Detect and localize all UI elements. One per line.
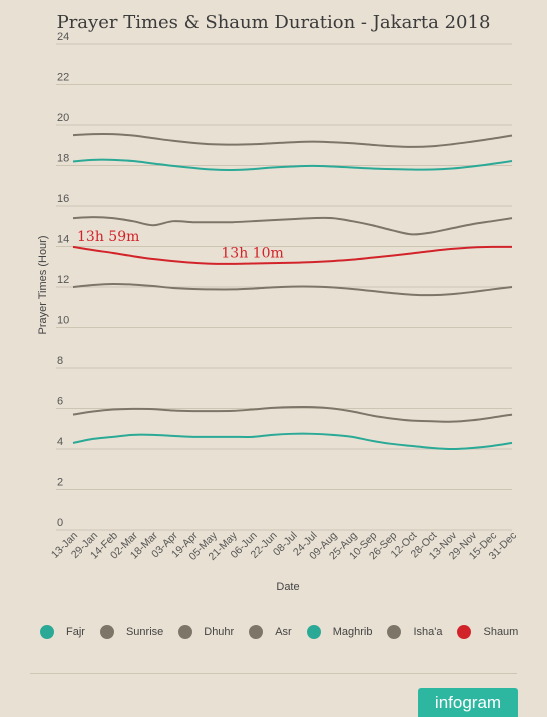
y-tick-label: 6 <box>57 396 63 408</box>
chart-title: Prayer Times & Shaum Duration - Jakarta … <box>56 12 491 33</box>
legend-swatch <box>178 625 193 639</box>
series-line-shaum <box>72 245 513 265</box>
y-tick-label: 10 <box>57 315 69 327</box>
legend-swatch <box>40 625 54 639</box>
legend-swatch <box>249 625 264 639</box>
annotations: 13h 59m 13h 10m <box>77 229 284 262</box>
legend-label: Isha'a <box>413 626 443 638</box>
annotation-label: 13h 59m <box>77 229 139 245</box>
legend-item[interactable]: Maghrib <box>306 625 373 639</box>
y-tick-label: 4 <box>57 436 63 448</box>
y-tick-label: 2 <box>57 477 63 489</box>
legend-item[interactable]: Asr <box>249 625 292 639</box>
y-tick-label: 8 <box>57 355 63 367</box>
series-line-fajr <box>72 432 513 451</box>
legend-label: Asr <box>275 626 292 638</box>
legend-swatch <box>99 625 114 639</box>
x-axis-label: Date <box>276 581 299 593</box>
y-tick-label: 18 <box>57 153 69 165</box>
y-tick-label: 24 <box>57 31 69 43</box>
annotation-label: 13h 10m <box>221 246 283 262</box>
y-tick-label: 12 <box>57 274 69 286</box>
y-tick-label: 16 <box>57 193 69 205</box>
legend-label: Maghrib <box>332 626 373 638</box>
series-lines <box>72 132 513 451</box>
series-line-asr <box>72 216 513 236</box>
chart-legend: Fajr Sunrise Dhuhr Asr Maghrib Isha'a Shaum <box>40 622 540 642</box>
x-axis-tick-labels: 13-Jan29-Jan14-Feb02-Mar18-Mar03-Apr19-A… <box>49 529 519 563</box>
legend-label: Fajr <box>66 626 85 638</box>
series-line-ishaa <box>72 132 513 148</box>
legend-item[interactable]: Dhuhr <box>178 625 234 639</box>
y-tick-label: 14 <box>57 234 69 246</box>
legend-item[interactable]: Sunrise <box>99 625 164 639</box>
legend-item[interactable]: Isha'a <box>387 625 442 639</box>
legend-item[interactable]: Shaum <box>457 625 518 639</box>
infogram-logo[interactable]: infogram <box>418 688 518 717</box>
legend-swatch <box>387 625 402 639</box>
footer-divider <box>30 673 517 674</box>
y-tick-label: 22 <box>57 72 69 84</box>
legend-label: Sunrise <box>125 626 164 638</box>
y-axis-label: Prayer Times (Hour) <box>37 235 49 334</box>
legend-swatch <box>457 625 472 639</box>
legend-label: Dhuhr <box>204 626 235 638</box>
legend-item[interactable]: Fajr <box>40 625 85 639</box>
y-tick-label: 0 <box>57 517 63 529</box>
y-tick-label: 20 <box>57 112 69 124</box>
series-line-maghrib <box>72 158 513 171</box>
series-line-sunrise <box>72 405 513 423</box>
series-line-dhuhr <box>72 282 513 297</box>
legend-label: Shaum <box>483 626 519 638</box>
legend-swatch <box>306 625 321 639</box>
